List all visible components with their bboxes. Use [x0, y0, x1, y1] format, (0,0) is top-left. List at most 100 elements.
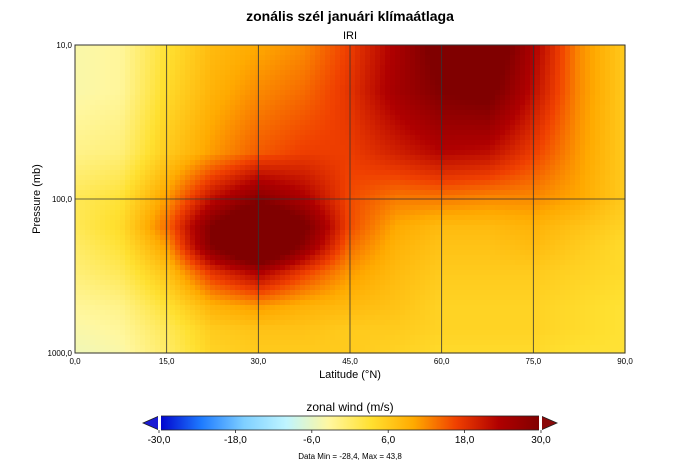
heatmap-cell [300, 140, 306, 146]
heatmap-cell [365, 70, 371, 76]
heatmap-cell [155, 215, 161, 221]
heatmap-cell [575, 90, 581, 96]
heatmap-cell [165, 135, 171, 141]
heatmap-cell [330, 75, 336, 81]
heatmap-cell [410, 60, 416, 66]
heatmap-cell [370, 145, 376, 151]
heatmap-cell [215, 260, 221, 266]
heatmap-cell [390, 50, 396, 56]
heatmap-cell [525, 230, 531, 236]
heatmap-cell [90, 110, 96, 116]
heatmap-cell [305, 235, 311, 241]
heatmap-cell [380, 195, 386, 201]
heatmap-cell [430, 75, 436, 81]
heatmap-cell [295, 120, 301, 126]
heatmap-cell [190, 185, 196, 191]
heatmap-cell [535, 220, 541, 226]
heatmap-cell [365, 55, 371, 61]
heatmap-cell [135, 270, 141, 276]
heatmap-cell [495, 175, 501, 181]
heatmap-cell [270, 160, 276, 166]
heatmap-cell [270, 230, 276, 236]
heatmap-cell [350, 50, 356, 56]
heatmap-cell [290, 130, 296, 136]
heatmap-cell [510, 45, 516, 51]
heatmap-cell [125, 225, 131, 231]
heatmap-cell [395, 125, 401, 131]
heatmap-cell [485, 75, 491, 81]
heatmap-cell [525, 70, 531, 76]
heatmap-cell [570, 230, 576, 236]
heatmap-cell [225, 90, 231, 96]
heatmap-cell [100, 235, 106, 241]
heatmap-cell [415, 185, 421, 191]
heatmap-cell [405, 110, 411, 116]
heatmap-cell [125, 145, 131, 151]
heatmap-cell [255, 150, 261, 156]
heatmap-cell [400, 80, 406, 86]
heatmap-cell [250, 140, 256, 146]
heatmap-cell [600, 180, 606, 186]
heatmap-cell [235, 45, 241, 51]
heatmap-cell [100, 245, 106, 251]
heatmap-cell [500, 220, 506, 226]
heatmap-cell [495, 195, 501, 201]
heatmap-cell [530, 140, 536, 146]
heatmap-cell [200, 270, 206, 276]
heatmap-cell [135, 105, 141, 111]
heatmap-cell [290, 210, 296, 216]
heatmap-cell [540, 85, 546, 91]
heatmap-cell [130, 55, 136, 61]
heatmap-cell [240, 265, 246, 271]
heatmap-cell [110, 55, 116, 61]
heatmap-cell [450, 255, 456, 261]
heatmap-cell [265, 245, 271, 251]
heatmap-cell [240, 220, 246, 226]
heatmap-cell [280, 110, 286, 116]
heatmap-cell [525, 65, 531, 71]
heatmap-cell [530, 60, 536, 66]
heatmap-cell [395, 145, 401, 151]
heatmap-cell [85, 125, 91, 131]
heatmap-cell [250, 195, 256, 201]
heatmap-cell [460, 145, 466, 151]
heatmap-cell [250, 185, 256, 191]
heatmap-cell [150, 65, 156, 71]
heatmap-cell [270, 110, 276, 116]
heatmap-cell [215, 65, 221, 71]
heatmap-cell [190, 45, 196, 51]
heatmap-cell [600, 165, 606, 171]
heatmap-cell [90, 135, 96, 141]
heatmap-cell [510, 130, 516, 136]
heatmap-cell [435, 65, 441, 71]
heatmap-cell [255, 240, 261, 246]
heatmap-cell [115, 70, 121, 76]
heatmap-cell [360, 155, 366, 161]
heatmap-cell [220, 145, 226, 151]
heatmap-cell [140, 45, 146, 51]
heatmap-cell [500, 145, 506, 151]
heatmap-cell [155, 255, 161, 261]
heatmap-cell [330, 165, 336, 171]
heatmap-cell [330, 245, 336, 251]
heatmap-cell [150, 240, 156, 246]
heatmap-cell [530, 195, 536, 201]
heatmap-cell [255, 180, 261, 186]
heatmap-cell [165, 185, 171, 191]
heatmap-cell [270, 90, 276, 96]
heatmap-cell [535, 130, 541, 136]
heatmap-cell [230, 45, 236, 51]
heatmap-cell [465, 130, 471, 136]
heatmap-cell [150, 170, 156, 176]
heatmap-cell [415, 155, 421, 161]
heatmap-cell [480, 245, 486, 251]
heatmap-cell [580, 55, 586, 61]
heatmap-cell [85, 95, 91, 101]
heatmap-cell [520, 80, 526, 86]
heatmap-cell [290, 85, 296, 91]
heatmap-cell [330, 200, 336, 206]
heatmap-cell [80, 200, 86, 206]
heatmap-cell [410, 130, 416, 136]
heatmap-cell [395, 185, 401, 191]
heatmap-cell [610, 115, 616, 121]
